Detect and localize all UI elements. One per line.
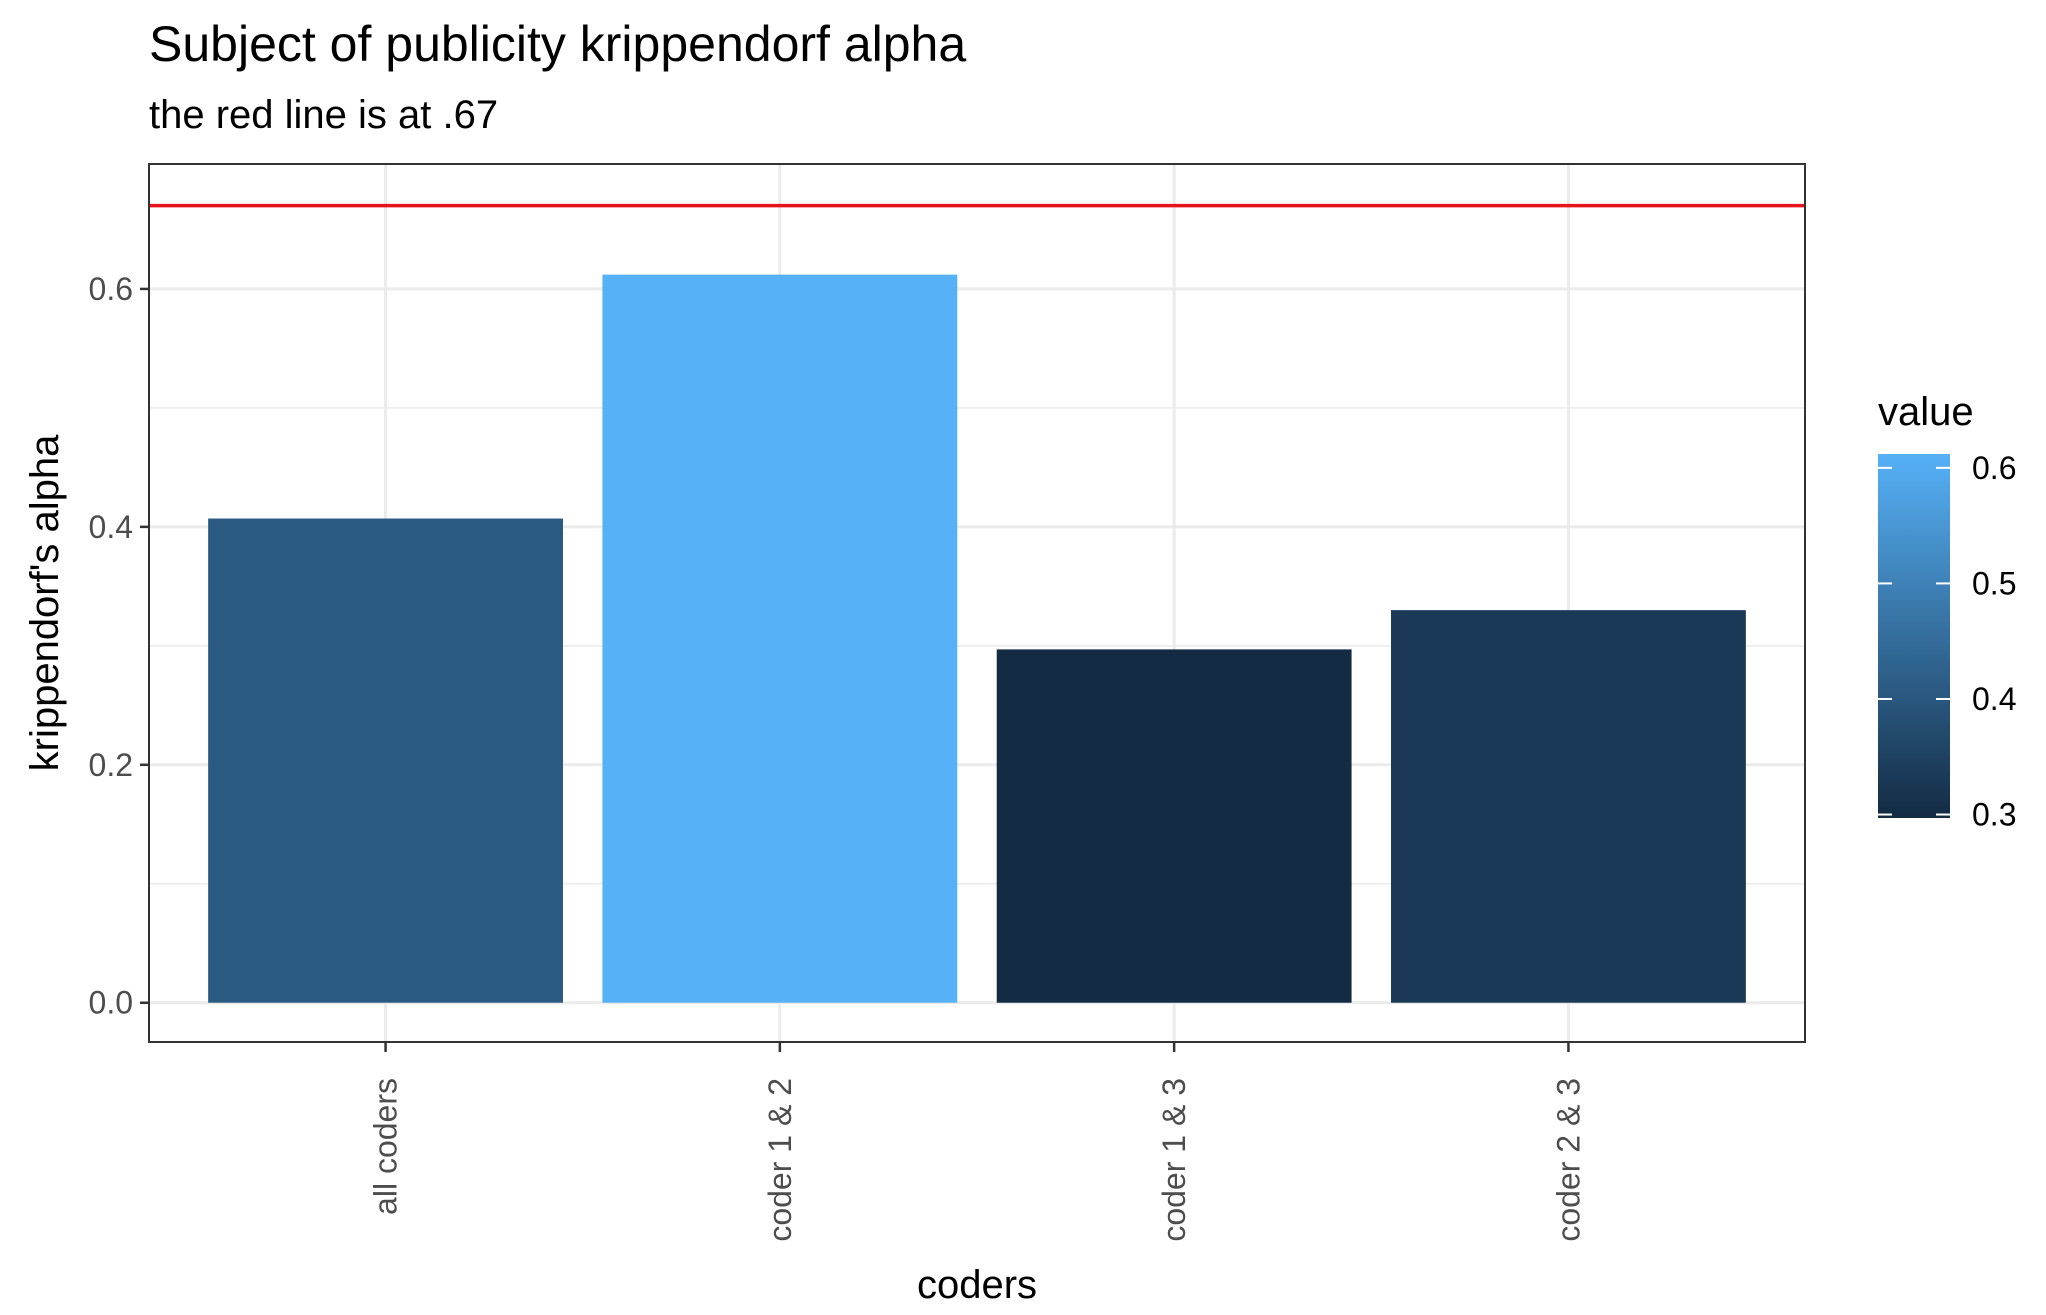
bar-all-coders	[208, 518, 563, 1003]
bar-coder-1-2	[602, 274, 958, 1003]
legend-title: value	[1878, 390, 1974, 434]
x-tick-label: coder 1 & 2	[762, 1078, 798, 1242]
legend-tick-label: 0.6	[1972, 450, 2016, 486]
x-axis-title: coders	[917, 1263, 1037, 1307]
legend-colorbar	[1878, 454, 1950, 818]
legend-tick-label: 0.5	[1972, 565, 2016, 601]
y-axis-title: krippendorf's alpha	[23, 434, 67, 771]
x-axis: all coders coder 1 & 2 coder 1 & 3 coder 2 …	[368, 1042, 1586, 1242]
y-tick-label: 0.2	[89, 747, 133, 783]
legend-tick-label: 0.4	[1972, 681, 2016, 717]
chart-title: Subject of publicity krippendorf alpha	[149, 16, 966, 72]
legend-tick-label: 0.3	[1972, 797, 2016, 833]
y-tick-label: 0.6	[89, 271, 133, 307]
x-tick-label: coder 1 & 3	[1156, 1078, 1192, 1242]
bar-coder-2-3	[1391, 610, 1746, 1003]
x-tick-label: all coders	[368, 1078, 404, 1215]
bars	[208, 274, 1746, 1003]
y-tick-label: 0.4	[89, 509, 133, 545]
panel-border	[148, 163, 1806, 1043]
bar-coder-1-3	[996, 649, 1352, 1003]
plot-panel	[148, 163, 1806, 1043]
y-tick-label: 0.0	[89, 985, 133, 1021]
x-tick-label: coder 2 & 3	[1550, 1078, 1586, 1242]
chart-subtitle: the red line is at .67	[149, 93, 498, 137]
y-axis: 0.0 0.2 0.4 0.6	[89, 271, 149, 1021]
legend: value 0.3 0.4 0.5 0.6	[1878, 390, 2016, 833]
legend-ticks: 0.3 0.4 0.5 0.6	[1878, 450, 2016, 833]
